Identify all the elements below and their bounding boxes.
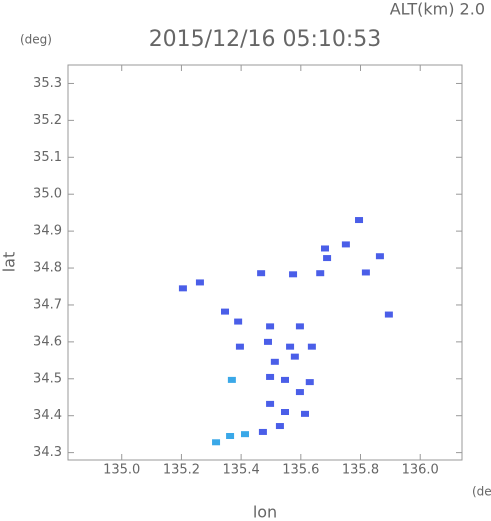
plot-frame	[67, 64, 463, 461]
y-tick-label: 35.1	[33, 150, 62, 165]
echo-point	[355, 217, 364, 224]
x-axis-label: lon	[253, 503, 277, 521]
y-tick-label: 34.7	[33, 297, 62, 312]
echo-point	[212, 439, 221, 446]
echo-point	[320, 245, 329, 252]
echo-point	[375, 253, 384, 260]
echo-point	[226, 433, 235, 440]
x-tick-label: 135.2	[163, 463, 200, 478]
y-tick-label: 34.9	[33, 224, 62, 239]
y-unit: (deg)	[20, 33, 52, 47]
echo-point	[384, 311, 393, 318]
x-unit: (deg)	[472, 485, 491, 499]
echo-point	[341, 241, 350, 248]
y-tick-label: 35.3	[33, 76, 62, 91]
echo-point	[266, 400, 275, 407]
y-tick-label: 34.3	[33, 445, 62, 460]
altitude-label: ALT(km) 2.0	[390, 0, 485, 19]
x-tick-label: 135.4	[223, 463, 260, 478]
echo-point	[235, 343, 244, 350]
x-tick-label: 135.0	[103, 463, 140, 478]
echo-point	[263, 338, 272, 345]
echo-point	[316, 270, 325, 277]
y-tick-label: 34.5	[33, 371, 62, 386]
y-tick-label: 35.2	[33, 113, 62, 128]
y-tick-label: 34.6	[33, 334, 62, 349]
echo-point	[289, 271, 298, 278]
echo-point	[221, 308, 230, 315]
x-tick-label: 135.8	[342, 463, 379, 478]
echo-point	[280, 409, 289, 416]
echo-point	[280, 376, 289, 383]
echo-point	[266, 323, 275, 330]
echo-point	[290, 353, 299, 360]
echo-point	[361, 269, 370, 276]
echo-point	[241, 431, 250, 438]
echo-point	[323, 255, 332, 262]
x-tick-label: 136.0	[402, 463, 439, 478]
echo-point	[300, 410, 309, 417]
x-tick-label: 135.6	[282, 463, 319, 478]
echo-point	[258, 428, 267, 435]
echo-point	[295, 323, 304, 330]
echo-point	[178, 285, 187, 292]
echo-point	[270, 358, 279, 365]
echo-point	[295, 389, 304, 396]
echo-point	[307, 343, 316, 350]
y-tick-label: 35.0	[33, 187, 62, 202]
y-tick-label: 34.4	[33, 408, 62, 423]
echo-point	[257, 270, 266, 277]
echo-point	[305, 379, 314, 386]
echo-point	[286, 343, 295, 350]
echo-point	[234, 318, 243, 325]
echo-point	[275, 423, 284, 430]
echo-point	[195, 279, 204, 286]
echo-point	[227, 376, 236, 383]
echo-point	[266, 373, 275, 380]
y-tick-label: 34.8	[33, 261, 62, 276]
chart-title: 2015/12/16 05:10:53	[149, 27, 382, 52]
y-axis-label: lat	[0, 252, 19, 273]
